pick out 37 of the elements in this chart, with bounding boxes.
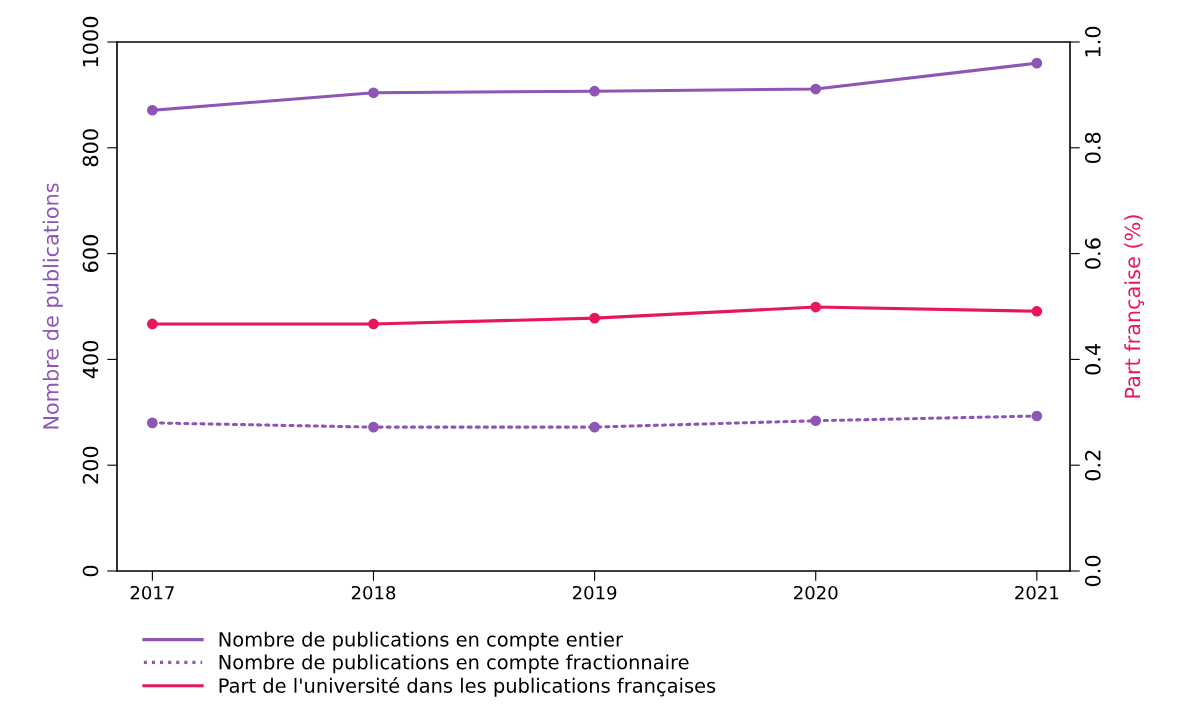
x-tick-label: 2018 — [351, 585, 396, 600]
x-tick-label: 2020 — [794, 585, 838, 600]
y2-tick-label: 0.2 — [1084, 450, 1101, 481]
legend-label: Part de l'université dans les publications françaises — [219, 677, 716, 697]
x-tick-label: 2017 — [130, 585, 174, 600]
point — [368, 318, 379, 330]
y-axis-title: Nombre de publications — [42, 183, 63, 429]
point — [1031, 57, 1043, 69]
legend-label: Nombre de publications en compte fractionnaire — [219, 654, 689, 674]
point — [368, 421, 379, 433]
y-tick-label: 600 — [82, 235, 99, 273]
point — [147, 417, 158, 429]
y2-tick-label: 0.8 — [1084, 132, 1101, 163]
point — [810, 83, 822, 95]
y-tick-label: 0 — [82, 565, 99, 577]
point — [810, 301, 822, 313]
point — [589, 421, 600, 433]
legend-label: Nombre de publications en compte entier — [219, 631, 623, 651]
point — [147, 318, 158, 330]
point — [810, 415, 822, 427]
point — [589, 85, 600, 97]
x-tick-label: 2021 — [1015, 585, 1059, 600]
y2-tick-label: 1.0 — [1084, 26, 1101, 57]
x-tick-label: 2019 — [572, 585, 617, 600]
y-tick-label: 400 — [82, 340, 99, 379]
y-tick-label: 200 — [82, 446, 99, 484]
point — [1031, 305, 1043, 317]
y2-axis-title: Part française (%) — [1124, 215, 1145, 398]
y-tick-label: 1000 — [82, 16, 99, 67]
point — [589, 312, 600, 324]
y2-tick-label: 0.6 — [1084, 238, 1101, 269]
y2-tick-label: 0.4 — [1084, 344, 1101, 375]
point — [147, 104, 158, 116]
y-tick-label: 800 — [82, 129, 99, 167]
point — [368, 87, 379, 99]
y2-tick-label: 0.0 — [1084, 555, 1101, 587]
point — [1031, 410, 1043, 422]
